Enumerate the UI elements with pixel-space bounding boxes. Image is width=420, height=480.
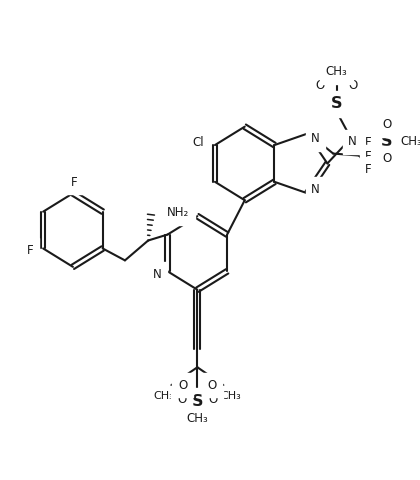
Text: F: F bbox=[71, 176, 77, 189]
Text: O: O bbox=[382, 118, 391, 131]
Text: Cl: Cl bbox=[192, 135, 204, 149]
Text: F: F bbox=[365, 150, 372, 163]
Text: N: N bbox=[348, 135, 357, 148]
Text: O: O bbox=[178, 379, 187, 392]
Text: S: S bbox=[331, 96, 342, 111]
Text: O: O bbox=[315, 79, 325, 92]
Text: CH₃: CH₃ bbox=[154, 391, 174, 401]
Text: F: F bbox=[365, 163, 372, 176]
Text: N: N bbox=[153, 268, 162, 281]
Text: O: O bbox=[207, 379, 217, 392]
Text: CH₃: CH₃ bbox=[326, 65, 347, 78]
Text: S: S bbox=[381, 134, 393, 149]
Text: CH₃: CH₃ bbox=[186, 412, 208, 425]
Text: O: O bbox=[382, 152, 391, 165]
Text: O: O bbox=[177, 393, 186, 406]
Text: F: F bbox=[365, 136, 372, 149]
Text: N: N bbox=[311, 132, 320, 145]
Text: NH₂: NH₂ bbox=[167, 206, 189, 219]
Text: CH₃: CH₃ bbox=[400, 135, 420, 148]
Text: CH₃: CH₃ bbox=[220, 391, 241, 401]
Text: N: N bbox=[311, 183, 320, 196]
Text: F: F bbox=[27, 244, 34, 257]
Text: S: S bbox=[192, 394, 203, 408]
Text: O: O bbox=[208, 393, 218, 406]
Text: O: O bbox=[349, 79, 358, 92]
